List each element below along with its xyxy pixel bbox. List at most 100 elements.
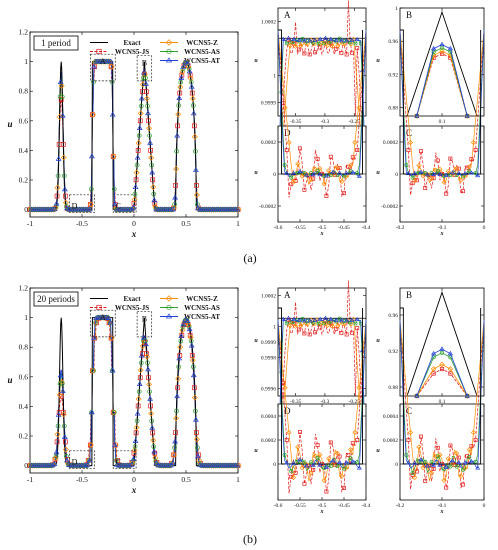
marker-wcns5-js bbox=[173, 430, 178, 435]
legend-label: Exact bbox=[123, 39, 141, 47]
y-tick-label: 0 bbox=[395, 172, 398, 178]
marker-wcns5-z bbox=[428, 470, 435, 476]
marker-wcns5-as bbox=[302, 171, 307, 176]
marker-wcns5-z bbox=[324, 322, 330, 328]
marker-wcns5-z bbox=[133, 424, 140, 431]
marker-wcns5-at bbox=[126, 462, 133, 468]
marker-wcns5-z bbox=[175, 111, 182, 118]
marker-wcns5-as bbox=[315, 455, 320, 460]
marker-wcns5-js bbox=[307, 52, 312, 57]
marker-wcns5-as bbox=[141, 75, 146, 81]
marker-wcns5-as bbox=[141, 338, 146, 344]
marker-wcns5-at bbox=[186, 68, 193, 74]
series-wcns5-as bbox=[416, 352, 468, 397]
series-wcns5-z bbox=[416, 50, 468, 117]
marker-wcns5-z bbox=[340, 41, 346, 47]
zoom-box-A bbox=[89, 309, 116, 338]
marker-wcns5-js bbox=[302, 331, 307, 336]
marker-wcns5-at bbox=[291, 316, 297, 321]
x-tick-label: -1 bbox=[27, 219, 33, 228]
panel-label: D bbox=[284, 406, 291, 416]
marker-wcns5-as bbox=[321, 41, 326, 46]
marker-wcns5-as bbox=[195, 445, 200, 451]
zoom-box-label: B bbox=[142, 59, 147, 68]
x-tick-label: 0 bbox=[132, 475, 136, 484]
marker-wcns5-z bbox=[319, 320, 325, 326]
marker-wcns5-as bbox=[143, 75, 148, 81]
marker-wcns5-at bbox=[337, 459, 343, 465]
marker-wcns5-js bbox=[311, 176, 316, 181]
x-tick-label: -0.35 bbox=[290, 119, 302, 125]
marker-wcns5-js bbox=[315, 443, 320, 448]
marker-wcns5-as bbox=[134, 162, 140, 168]
marker-wcns5-as bbox=[130, 459, 136, 464]
marker-wcns5-at bbox=[431, 462, 437, 467]
marker-wcns5-js bbox=[302, 187, 307, 192]
a-zoom-D: -0.6 -0.55 -0.5 -0.45 -0.4 -0.0002 0 0.0002 Dx u bbox=[254, 29, 371, 237]
marker-wcns5-at bbox=[349, 317, 355, 322]
marker-wcns5-z bbox=[335, 43, 341, 49]
marker-wcns5-at bbox=[317, 316, 323, 321]
marker-wcns5-at bbox=[323, 464, 329, 469]
marker-wcns5-z bbox=[454, 166, 460, 172]
marker-wcns5-at bbox=[105, 315, 112, 321]
marker-wcns5-js bbox=[286, 318, 291, 323]
series-wcns5-at bbox=[416, 44, 468, 117]
marker-wcns5-as bbox=[467, 169, 472, 174]
marker-wcns5-js bbox=[133, 177, 139, 183]
marker-wcns5-z bbox=[424, 171, 430, 177]
a-zoom-B-frame bbox=[399, 7, 485, 117]
marker-wcns5-as bbox=[295, 459, 300, 464]
x-tick-label: -0.25 bbox=[349, 399, 361, 405]
marker-wcns5-z bbox=[131, 447, 138, 454]
marker-wcns5-js bbox=[286, 38, 291, 43]
y-tick-label: 0 bbox=[395, 462, 398, 468]
series-wcns5-z bbox=[416, 364, 468, 397]
zoom-box-label: D bbox=[72, 458, 78, 467]
marker-wcns5-as bbox=[473, 459, 478, 464]
marker-wcns5-z bbox=[150, 437, 157, 444]
marker-wcns5-at bbox=[447, 350, 454, 356]
marker-wcns5-js bbox=[328, 40, 333, 45]
marker-wcns5-at bbox=[109, 111, 116, 117]
annotation-text: 1 period bbox=[41, 38, 71, 48]
y-tick-label: 0.88 bbox=[388, 106, 398, 112]
marker-wcns5-z bbox=[295, 444, 301, 450]
marker-wcns5-z bbox=[87, 201, 94, 208]
b-main-plot: -1 -0.5 0 0.5 1 0 0.2 0.4 0.6 0.8 1 1.2 x u 20 periods… bbox=[7, 284, 242, 495]
marker-wcns5-at bbox=[307, 38, 313, 43]
marker-wcns5-js bbox=[410, 473, 415, 477]
marker-wcns5-z bbox=[430, 366, 437, 372]
marker-wcns5-js bbox=[328, 154, 333, 159]
x-tick-label: -1 bbox=[27, 475, 33, 484]
marker-wcns5-at bbox=[109, 367, 116, 373]
marker-wcns5-as bbox=[188, 79, 194, 85]
marker-wcns5-js bbox=[339, 331, 344, 336]
marker-wcns5-at bbox=[464, 113, 470, 118]
marker-wcns5-at bbox=[356, 465, 362, 470]
x-tick-label: -0.5 bbox=[76, 219, 88, 228]
marker-wcns5-at bbox=[170, 460, 176, 466]
marker-wcns5-at bbox=[51, 461, 58, 466]
marker-wcns5-z bbox=[441, 477, 447, 483]
marker-wcns5-at bbox=[143, 341, 149, 347]
marker-wcns5-z bbox=[437, 166, 443, 172]
y-axis-label: u bbox=[254, 170, 258, 176]
zoom-box-label: A bbox=[100, 313, 106, 322]
marker-wcns5-at bbox=[449, 458, 456, 463]
marker-wcns5-at bbox=[190, 110, 197, 116]
marker-wcns5-at bbox=[350, 459, 356, 464]
marker-wcns5-js bbox=[461, 482, 465, 487]
marker-wcns5-as bbox=[309, 460, 313, 465]
marker-wcns5-as bbox=[448, 464, 453, 469]
marker-wcns5-js bbox=[456, 166, 461, 171]
marker-wcns5-at bbox=[343, 170, 349, 175]
legend-marker bbox=[165, 295, 173, 302]
marker-wcns5-at bbox=[88, 153, 95, 159]
marker-wcns5-as bbox=[404, 163, 409, 167]
marker-wcns5-z bbox=[144, 353, 150, 360]
x-tick-label: -0.1 bbox=[438, 225, 447, 231]
marker-wcns5-z bbox=[312, 453, 318, 459]
x-tick-label: -0.45 bbox=[338, 503, 350, 509]
marker-wcns5-js bbox=[334, 46, 339, 51]
